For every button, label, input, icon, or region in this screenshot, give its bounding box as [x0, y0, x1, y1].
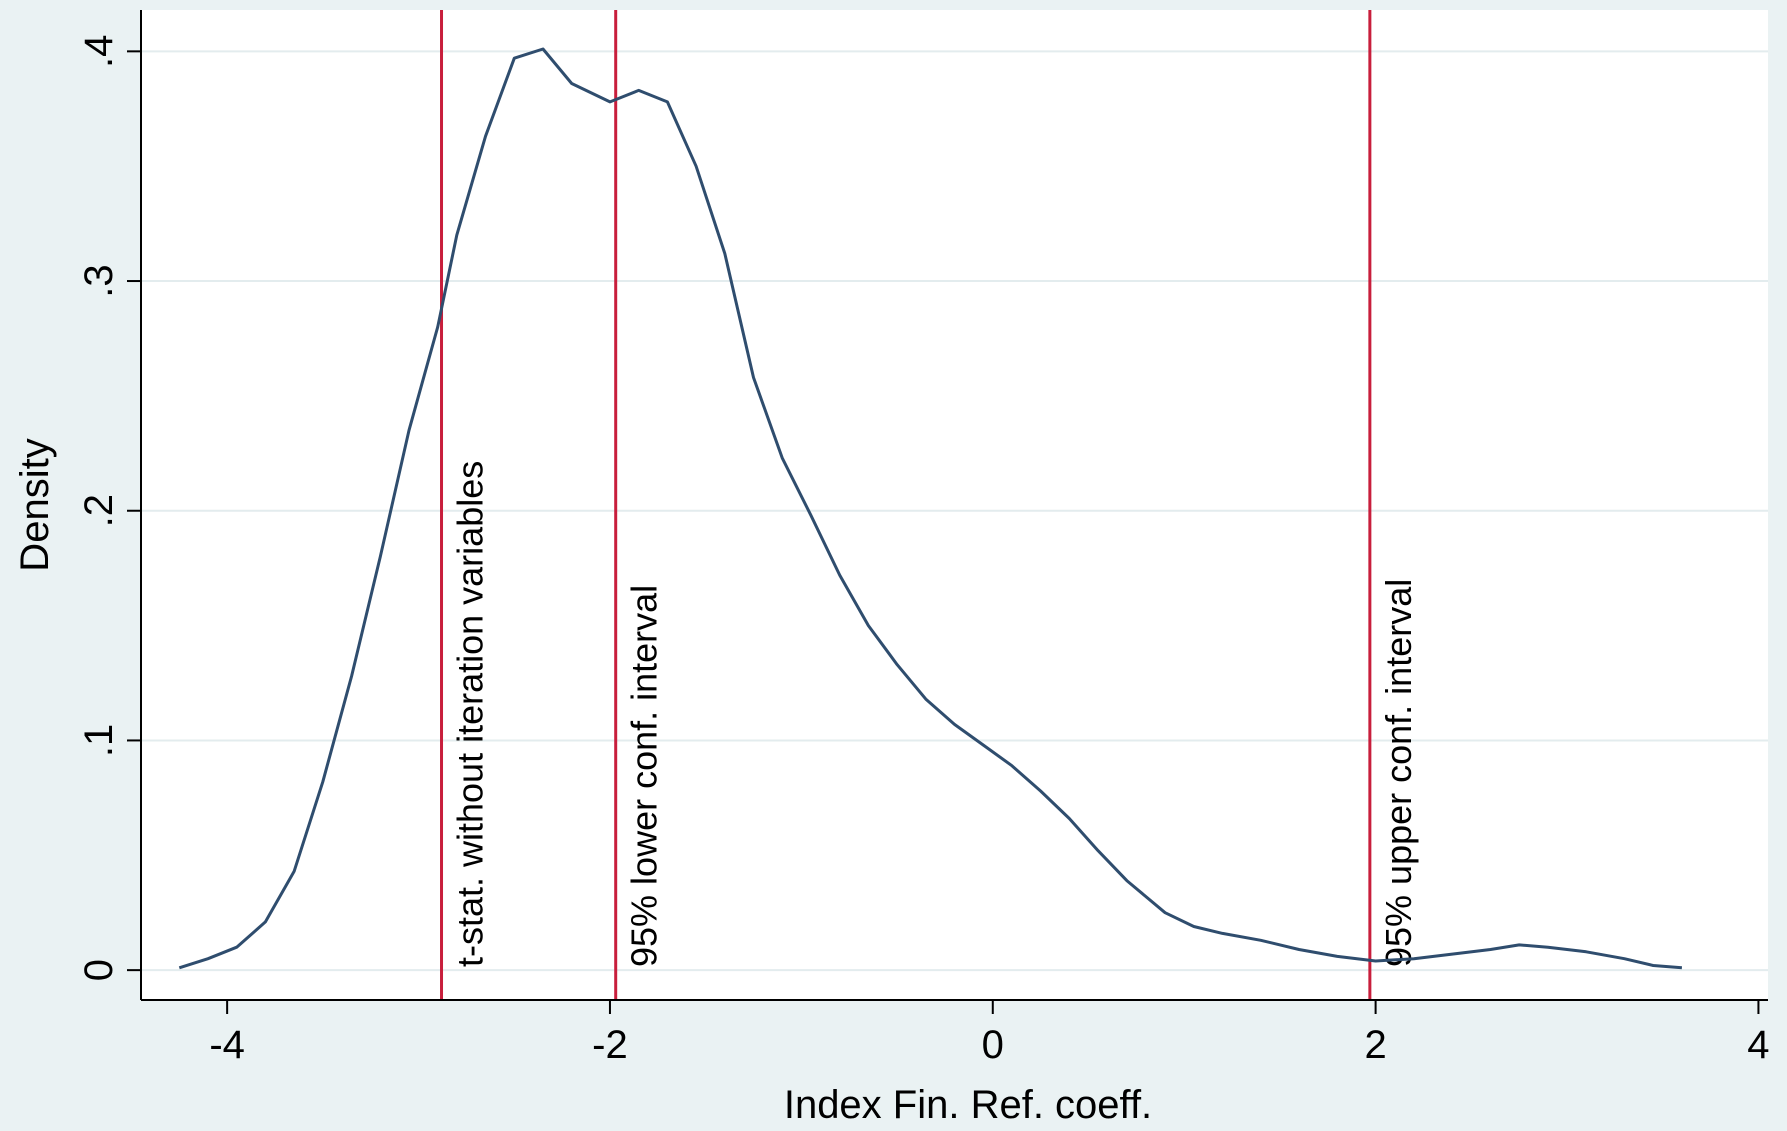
x-tick-label-3: 2	[1364, 1023, 1386, 1067]
y-tick-label-3: .3	[77, 264, 121, 297]
x-tick-label-0: -4	[209, 1023, 245, 1067]
y-tick-label-4: .4	[77, 35, 121, 68]
density-curve-0	[178, 47, 1683, 970]
gridlines	[141, 50, 1768, 972]
y-tick-label-1: .1	[77, 724, 121, 757]
x-tick-label-1: -2	[592, 1023, 628, 1067]
y-axis-title: Density	[13, 438, 57, 571]
reference-line-label-2: 95% upper conf. interval	[1378, 579, 1419, 967]
axes: -4 -2 0 2 4 0 .1 .2 .3 .4	[77, 10, 1770, 1067]
density-series	[178, 47, 1683, 970]
x-tick-label-2: 0	[982, 1023, 1004, 1067]
x-tick-label-4: 4	[1747, 1023, 1769, 1067]
x-axis-title: Index Fin. Ref. coeff.	[784, 1083, 1152, 1126]
reference-line-label-1: 95% lower conf. interval	[624, 585, 665, 967]
reference-line-label-0: t-stat. without iteration variables	[450, 461, 491, 967]
y-tick-label-2: .2	[77, 494, 121, 527]
plot-background	[141, 10, 1768, 1000]
reference-lines: t-stat. without iteration variables 95% l…	[440, 10, 1419, 1000]
y-tick-label-0: 0	[77, 959, 121, 981]
